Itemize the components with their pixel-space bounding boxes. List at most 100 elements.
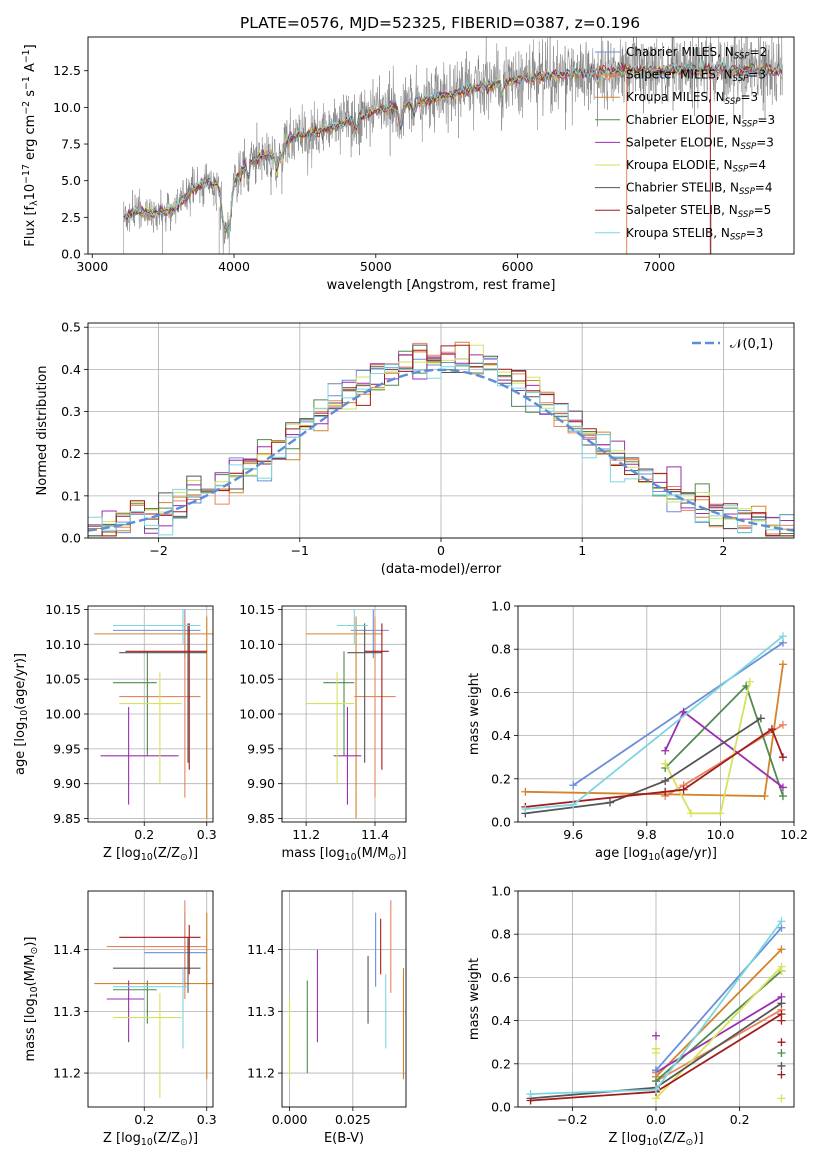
y-tick-label: 9.90 — [247, 776, 275, 791]
y-tick-label: 1.0 — [491, 599, 511, 614]
x-tick-label: 0.2 — [134, 827, 154, 842]
data-point-marker — [778, 660, 787, 669]
residuals-panel: −2 −1 0 1 2 0.0 0.1 0.2 0.3 0.4 0.5 (data-model)/er… — [35, 320, 795, 577]
axes-frame — [281, 605, 407, 823]
data-point-marker — [661, 776, 670, 785]
y-tick-label: 0.0 — [61, 531, 81, 546]
mass-weight-line — [525, 717, 762, 815]
data-point-marker — [777, 966, 786, 975]
y-tick-label: 0.8 — [491, 927, 511, 942]
x-tick-label: −1 — [291, 543, 309, 558]
residual-histogram-step — [88, 357, 794, 536]
y-tick-label: 11.2 — [247, 1066, 275, 1081]
data-point-marker — [652, 1066, 660, 1075]
axes-frame — [517, 890, 795, 1108]
y-tick-label: 9.95 — [247, 741, 275, 756]
data-point-marker — [756, 714, 765, 723]
y-tick-label: 11.3 — [53, 1004, 81, 1019]
axes-decoration: 11.2 11.4 9.85 9.90 9.95 10.00 10.05 10.10 10.15… — [239, 602, 406, 863]
plot-area — [123, 37, 783, 254]
y-tick-label: 0.6 — [491, 970, 511, 985]
y-tick-label: 9.85 — [53, 811, 81, 826]
x-tick-label: 0.025 — [335, 1112, 371, 1127]
y-tick-label: 0.6 — [491, 685, 511, 700]
legend: 𝒩(0,1) — [692, 337, 773, 352]
y-tick-label: 11.4 — [247, 942, 275, 957]
x-tick-label: 3000 — [76, 259, 108, 274]
data-point-marker — [778, 753, 787, 762]
y-tick-label: 0.1 — [61, 488, 81, 503]
x-tick-label: −2 — [149, 543, 167, 558]
x-tick-label: 0.0 — [646, 1112, 666, 1127]
plot-area — [94, 609, 213, 819]
data-point-marker — [652, 1085, 660, 1094]
mass-weight-line — [655, 965, 783, 1100]
x-axis-label: E(B-V) — [324, 1131, 364, 1146]
data-point-marker — [652, 1049, 660, 1057]
x-axis-label: Z [log10(Z/Z⊙)] — [608, 1131, 703, 1148]
y-tick-label: 9.95 — [53, 741, 81, 756]
y-axis-label: Normed distribution — [35, 366, 50, 496]
data-point-marker — [777, 1070, 786, 1079]
plot-area — [521, 632, 787, 818]
data-point-marker — [760, 792, 769, 801]
data-point-marker — [569, 781, 578, 790]
x-axis-label: wavelength [Angstrom, rest frame] — [327, 278, 556, 293]
data-point-marker — [606, 798, 614, 807]
axes-decoration: −2 −1 0 1 2 0.0 0.1 0.2 0.3 0.4 0.5 (data-model)/er… — [35, 320, 795, 577]
legend-entry: Chabrier MILES, NSSP=2 — [626, 45, 767, 62]
data-point-marker — [777, 1094, 786, 1103]
y-tick-label: 0.0 — [61, 247, 81, 262]
y-tick-label: 0.3 — [61, 404, 81, 419]
axes-frame — [517, 605, 795, 823]
data-point-marker — [778, 783, 787, 792]
y-axis-label: mass weight — [467, 673, 482, 755]
data-point-marker — [661, 787, 670, 796]
axes-decoration: 9.6 9.8 10.0 10.2 0.0 0.2 0.4 0.6 0.8 1.0 age [log… — [467, 599, 808, 863]
y-axis-label: Flux [fλ10−17 erg cm−2 s−1 A−1] — [21, 44, 40, 246]
y-tick-label: 0.0 — [491, 815, 511, 830]
x-tick-label: 10.2 — [780, 827, 808, 842]
y-tick-label: 0.2 — [491, 1056, 511, 1071]
x-tick-label: 11.2 — [292, 827, 320, 842]
data-point-marker — [767, 725, 776, 734]
weight-vs-metallicity-panel: −0.2 0.0 0.2 0.0 0.2 0.4 0.6 0.8 1.0 Z [log10(Z/Z… — [467, 884, 795, 1148]
plot-area — [289, 900, 405, 1080]
y-tick-label: 0.5 — [61, 320, 81, 335]
y-axis-label: age [log10(age/yr)] — [13, 653, 30, 775]
y-tick-label: 5.0 — [61, 173, 81, 188]
y-tick-label: 10.10 — [239, 637, 275, 652]
y-tick-label: 1.0 — [491, 884, 511, 899]
data-point-marker — [521, 787, 530, 796]
model-spectrum-line — [123, 59, 783, 233]
legend-entry: Salpeter STELIB, NSSP=5 — [626, 203, 771, 220]
y-tick-label: 7.5 — [61, 137, 81, 152]
x-tick-label: 5000 — [360, 259, 392, 274]
data-point-marker — [778, 792, 787, 801]
legend-entry: Kroupa ELODIE, NSSP=4 — [626, 158, 766, 175]
data-point-marker — [661, 759, 670, 768]
y-tick-label: 10.10 — [45, 637, 81, 652]
legend-entry: Salpeter ELODIE, NSSP=3 — [626, 135, 774, 152]
y-axis-label: mass [log10(M/M⊙)] — [23, 937, 40, 1062]
x-axis-label: Z [log10(Z/Z⊙)] — [103, 846, 198, 863]
y-tick-label: 9.85 — [247, 811, 275, 826]
data-point-marker — [526, 1090, 535, 1099]
axes-frame — [87, 605, 214, 823]
x-tick-label: 0.3 — [197, 827, 217, 842]
data-point-marker — [777, 1061, 786, 1070]
grid-lines — [88, 606, 213, 822]
data-point-marker — [777, 1049, 786, 1057]
data-point-marker — [777, 999, 786, 1008]
axes-frame — [281, 890, 407, 1108]
y-tick-label: 10.15 — [45, 602, 81, 617]
x-tick-label: 0.2 — [730, 1112, 750, 1127]
figure-title: PLATE=0576, MJD=52325, FIBERID=0387, z=0… — [240, 14, 640, 32]
grid-lines — [282, 891, 406, 1107]
y-tick-label: 10.0 — [53, 100, 81, 115]
data-point-marker — [521, 805, 530, 814]
normal-distribution-curve — [88, 368, 794, 532]
x-tick-label: 0.000 — [272, 1112, 308, 1127]
x-tick-label: 2 — [719, 543, 727, 558]
